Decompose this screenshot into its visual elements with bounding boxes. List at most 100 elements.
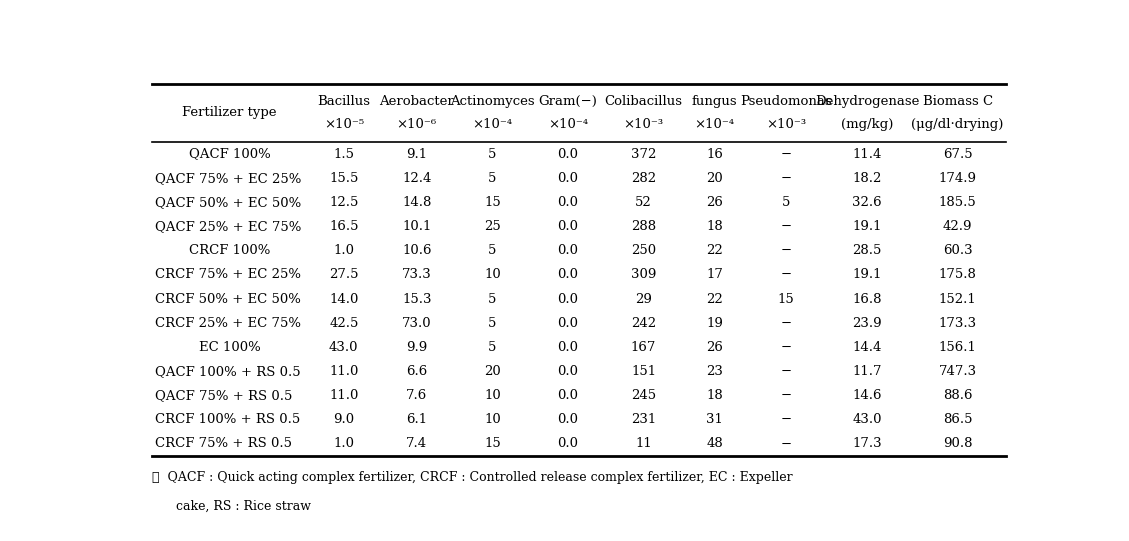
Text: 5: 5 bbox=[488, 341, 497, 354]
Text: EC 100%: EC 100% bbox=[199, 341, 261, 354]
Text: 19.1: 19.1 bbox=[852, 268, 882, 281]
Text: −: − bbox=[780, 316, 791, 329]
Text: −: − bbox=[780, 413, 791, 426]
Text: 15.5: 15.5 bbox=[329, 171, 358, 184]
Text: 11: 11 bbox=[636, 438, 651, 451]
Text: 42.9: 42.9 bbox=[943, 220, 972, 233]
Text: 25: 25 bbox=[484, 220, 500, 233]
Text: 17.3: 17.3 bbox=[852, 438, 882, 451]
Text: 0.0: 0.0 bbox=[558, 171, 578, 184]
Text: ×10⁻⁵: ×10⁻⁵ bbox=[324, 118, 364, 131]
Text: CRCF 100% + RS 0.5: CRCF 100% + RS 0.5 bbox=[155, 413, 300, 426]
Text: 309: 309 bbox=[631, 268, 656, 281]
Text: 29: 29 bbox=[636, 293, 651, 306]
Text: 14.4: 14.4 bbox=[852, 341, 882, 354]
Text: 5: 5 bbox=[488, 244, 497, 257]
Text: 1.5: 1.5 bbox=[333, 148, 355, 161]
Text: 23: 23 bbox=[707, 365, 724, 378]
Text: 0.0: 0.0 bbox=[558, 268, 578, 281]
Text: 14.8: 14.8 bbox=[402, 196, 431, 209]
Text: QACF 100%: QACF 100% bbox=[189, 148, 270, 161]
Text: QACF 100% + RS 0.5: QACF 100% + RS 0.5 bbox=[155, 365, 300, 378]
Text: −: − bbox=[780, 438, 791, 451]
Text: 10: 10 bbox=[484, 413, 500, 426]
Text: 16.8: 16.8 bbox=[852, 293, 882, 306]
Text: 245: 245 bbox=[631, 389, 656, 402]
Text: 174.9: 174.9 bbox=[938, 171, 977, 184]
Text: 7.4: 7.4 bbox=[406, 438, 427, 451]
Text: 7.6: 7.6 bbox=[406, 389, 428, 402]
Text: 1.0: 1.0 bbox=[333, 438, 355, 451]
Text: 0.0: 0.0 bbox=[558, 196, 578, 209]
Text: 288: 288 bbox=[631, 220, 656, 233]
Text: ×10⁻⁴: ×10⁻⁴ bbox=[472, 118, 513, 131]
Text: 90.8: 90.8 bbox=[943, 438, 972, 451]
Text: 52: 52 bbox=[636, 196, 651, 209]
Text: 231: 231 bbox=[631, 413, 656, 426]
Text: −: − bbox=[780, 220, 791, 233]
Text: 175.8: 175.8 bbox=[938, 268, 977, 281]
Text: 10.6: 10.6 bbox=[402, 244, 431, 257]
Text: 6.1: 6.1 bbox=[406, 413, 427, 426]
Text: QACF 50% + EC 50%: QACF 50% + EC 50% bbox=[155, 196, 301, 209]
Text: 27.5: 27.5 bbox=[329, 268, 359, 281]
Text: 73.3: 73.3 bbox=[402, 268, 431, 281]
Text: Bacillus: Bacillus bbox=[317, 95, 370, 108]
Text: Biomass C: Biomass C bbox=[922, 95, 992, 108]
Text: 60.3: 60.3 bbox=[943, 244, 972, 257]
Text: 282: 282 bbox=[631, 171, 656, 184]
Text: 67.5: 67.5 bbox=[943, 148, 972, 161]
Text: 9.1: 9.1 bbox=[406, 148, 427, 161]
Text: (μg/dl·drying): (μg/dl·drying) bbox=[911, 118, 1004, 131]
Text: 156.1: 156.1 bbox=[938, 341, 977, 354]
Text: 0.0: 0.0 bbox=[558, 293, 578, 306]
Text: 173.3: 173.3 bbox=[938, 316, 977, 329]
Text: 11.7: 11.7 bbox=[852, 365, 882, 378]
Text: 0.0: 0.0 bbox=[558, 341, 578, 354]
Text: 12.5: 12.5 bbox=[329, 196, 358, 209]
Text: −: − bbox=[780, 148, 791, 161]
Text: −: − bbox=[780, 244, 791, 257]
Text: ×10⁻³: ×10⁻³ bbox=[765, 118, 806, 131]
Text: 372: 372 bbox=[631, 148, 656, 161]
Text: −: − bbox=[780, 389, 791, 402]
Text: 10: 10 bbox=[484, 389, 500, 402]
Text: 10: 10 bbox=[484, 268, 500, 281]
Text: 0.0: 0.0 bbox=[558, 438, 578, 451]
Text: QACF 25% + EC 75%: QACF 25% + EC 75% bbox=[155, 220, 301, 233]
Text: 12.4: 12.4 bbox=[402, 171, 431, 184]
Text: −: − bbox=[780, 171, 791, 184]
Text: 1.0: 1.0 bbox=[333, 244, 355, 257]
Text: ×10⁻³: ×10⁻³ bbox=[623, 118, 664, 131]
Text: 20: 20 bbox=[707, 171, 723, 184]
Text: 0.0: 0.0 bbox=[558, 244, 578, 257]
Text: 11.0: 11.0 bbox=[329, 365, 358, 378]
Text: 0.0: 0.0 bbox=[558, 220, 578, 233]
Text: 28.5: 28.5 bbox=[852, 244, 882, 257]
Text: 250: 250 bbox=[631, 244, 656, 257]
Text: 26: 26 bbox=[707, 341, 724, 354]
Text: 23.9: 23.9 bbox=[852, 316, 882, 329]
Text: 0.0: 0.0 bbox=[558, 148, 578, 161]
Text: 0.0: 0.0 bbox=[558, 413, 578, 426]
Text: 185.5: 185.5 bbox=[938, 196, 977, 209]
Text: CRCF 100%: CRCF 100% bbox=[189, 244, 270, 257]
Text: 18: 18 bbox=[707, 220, 723, 233]
Text: 42.5: 42.5 bbox=[329, 316, 358, 329]
Text: 20: 20 bbox=[484, 365, 500, 378]
Text: 32.6: 32.6 bbox=[852, 196, 882, 209]
Text: 0.0: 0.0 bbox=[558, 365, 578, 378]
Text: 11.0: 11.0 bbox=[329, 389, 358, 402]
Text: ×10⁻⁴: ×10⁻⁴ bbox=[694, 118, 735, 131]
Text: (mg/kg): (mg/kg) bbox=[841, 118, 893, 131]
Text: 5: 5 bbox=[488, 293, 497, 306]
Text: 22: 22 bbox=[707, 293, 723, 306]
Text: −: − bbox=[780, 365, 791, 378]
Text: fungus: fungus bbox=[692, 95, 737, 108]
Text: 16: 16 bbox=[707, 148, 724, 161]
Text: 5: 5 bbox=[488, 171, 497, 184]
Text: 86.5: 86.5 bbox=[943, 413, 972, 426]
Text: CRCF 75% + EC 25%: CRCF 75% + EC 25% bbox=[155, 268, 301, 281]
Text: CRCF 75% + RS 0.5: CRCF 75% + RS 0.5 bbox=[155, 438, 292, 451]
Text: 6.6: 6.6 bbox=[406, 365, 428, 378]
